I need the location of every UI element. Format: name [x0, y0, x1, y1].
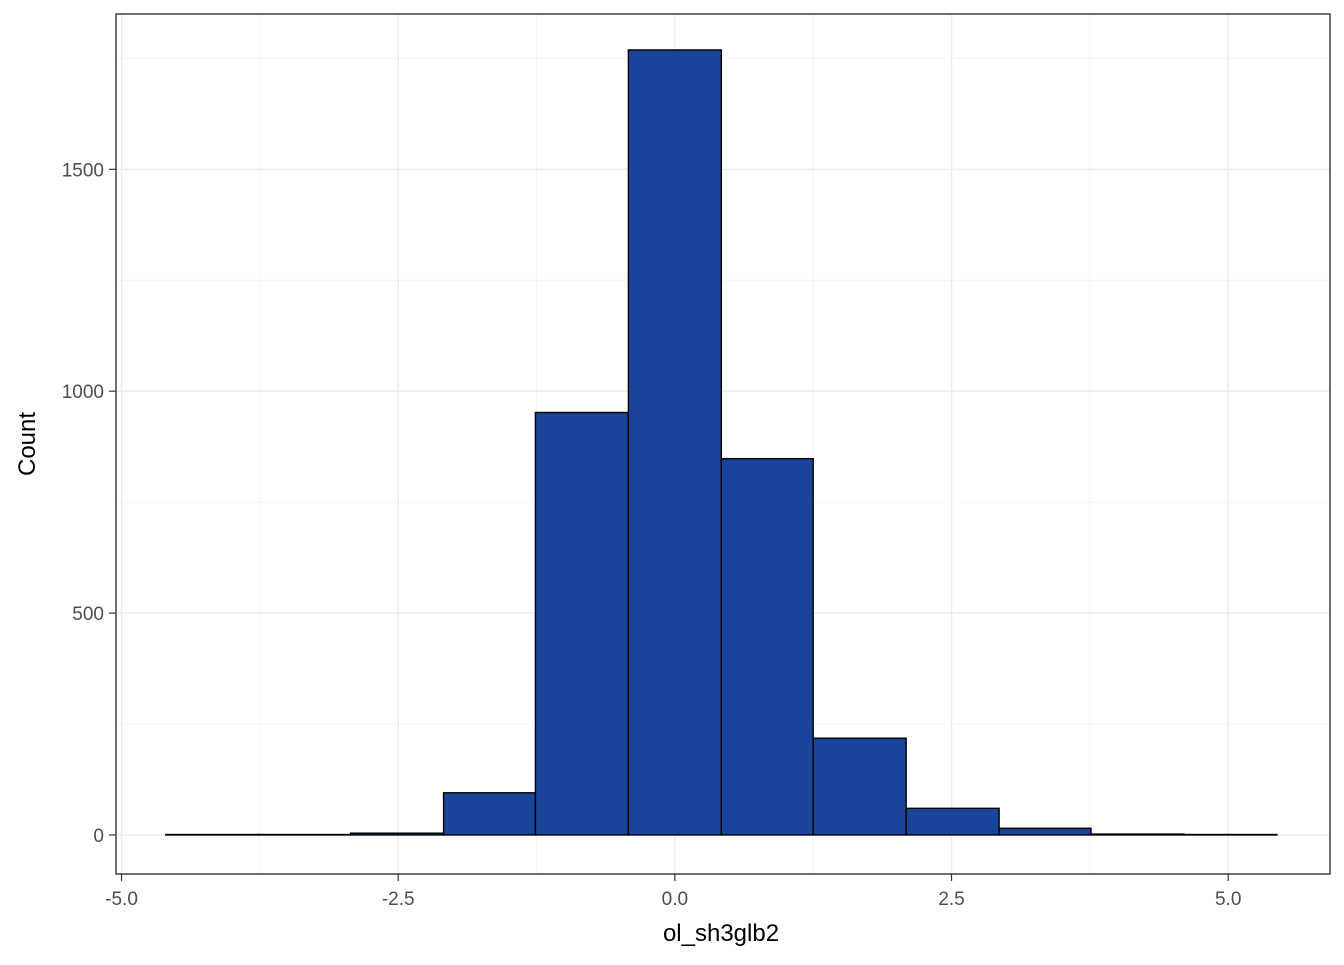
histogram-bar [906, 808, 999, 835]
x-axis-title: ol_sh3glb2 [663, 920, 779, 947]
histogram-bars [166, 50, 1277, 835]
histogram-bar [999, 828, 1091, 835]
x-tick-label: -2.5 [382, 889, 415, 910]
x-tick-label: 2.5 [938, 889, 964, 910]
histogram-bar [351, 833, 444, 835]
y-tick-label: 1000 [62, 382, 104, 403]
x-tick-label: 5.0 [1215, 889, 1241, 910]
y-tick-label: 1500 [62, 160, 104, 181]
histogram-bar [444, 793, 536, 835]
x-axis-ticks: -5.0 -2.5 0.0 2.5 5.0 [105, 874, 1241, 910]
x-tick-label: 0.0 [662, 889, 688, 910]
histogram-bar [721, 459, 813, 835]
histogram-bar [535, 412, 628, 834]
x-tick-label: -5.0 [105, 889, 138, 910]
y-tick-label: 0 [93, 826, 104, 847]
y-axis-ticks: 0 500 1000 1500 [62, 160, 116, 847]
y-axis-title: Count [14, 412, 41, 476]
y-tick-label: 500 [72, 604, 104, 625]
histogram-bar [813, 738, 906, 835]
histogram-bar [628, 50, 721, 835]
histogram-bar [1091, 834, 1184, 835]
